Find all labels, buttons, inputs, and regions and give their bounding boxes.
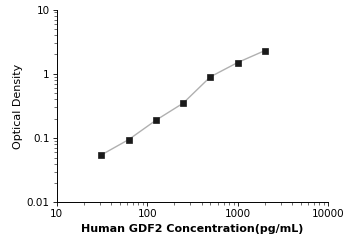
- X-axis label: Human GDF2 Concentration(pg/mL): Human GDF2 Concentration(pg/mL): [81, 224, 303, 234]
- Y-axis label: Optical Density: Optical Density: [13, 63, 22, 149]
